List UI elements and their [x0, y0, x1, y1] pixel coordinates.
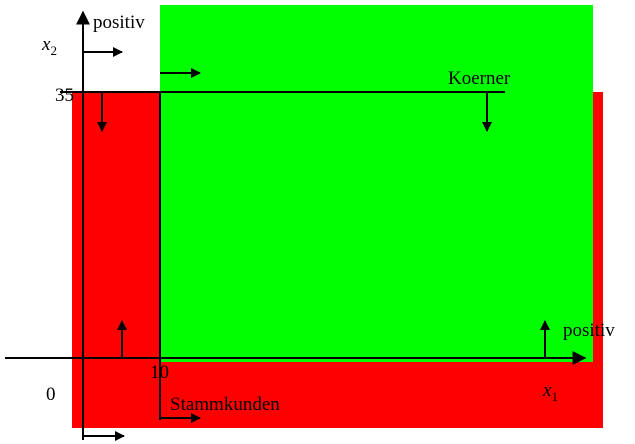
y-tick: 35: [55, 85, 74, 106]
x-positive-label: positiv: [563, 320, 615, 341]
x-axis-label: x1: [542, 380, 558, 404]
sub: 2: [50, 43, 57, 58]
feasible-region: [160, 5, 593, 362]
x-tick: 10: [150, 362, 169, 383]
var: x: [542, 380, 552, 401]
var: x: [41, 34, 51, 55]
y-positive-label: positiv: [93, 12, 145, 33]
origin-label: 0: [46, 384, 56, 405]
sub: 1: [551, 389, 558, 404]
y-axis-label: x2: [41, 34, 57, 58]
koerner-label: Koerner: [448, 68, 511, 89]
stammkunden-label: Stammkunden: [170, 394, 280, 415]
